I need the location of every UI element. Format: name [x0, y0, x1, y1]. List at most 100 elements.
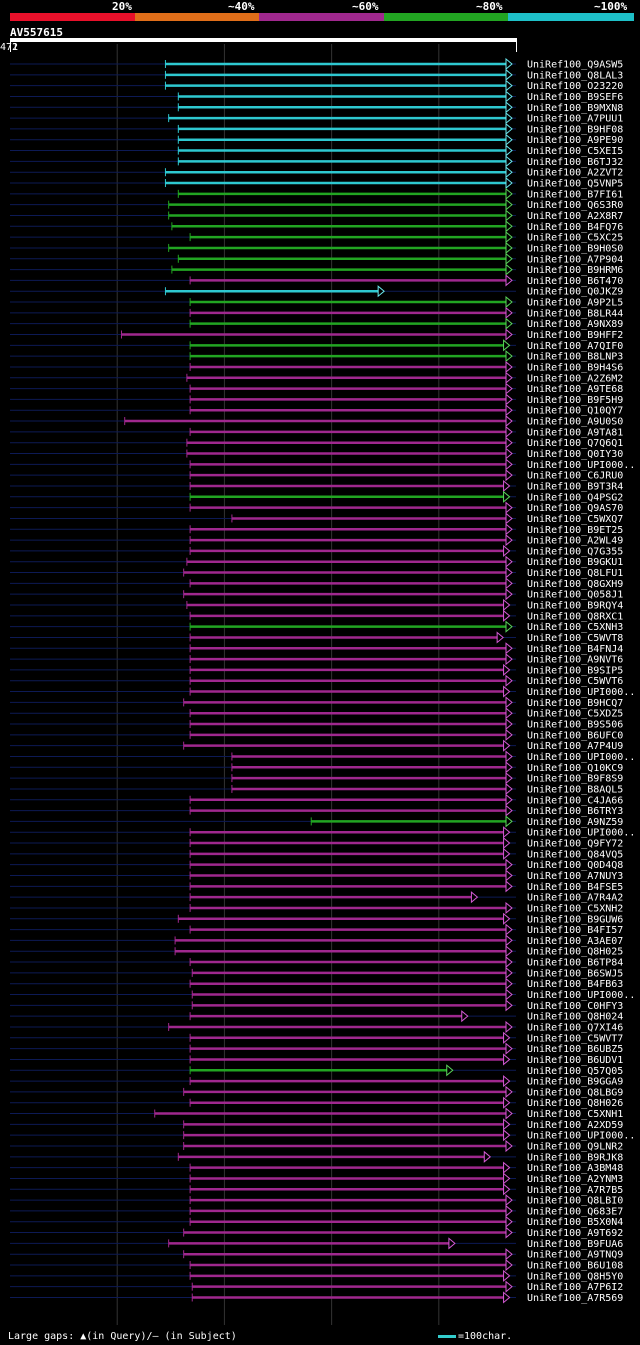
hit-label: UniRef100_UPI000..: [527, 990, 635, 1001]
hit-label: UniRef100_B5X0N4: [527, 1217, 623, 1228]
scale-legend: =100char.: [438, 1331, 512, 1342]
hit-arrow: [505, 1204, 513, 1217]
hit-arrow: [505, 945, 513, 958]
hit-arrow: [505, 988, 513, 1001]
hit-arrow: [503, 1031, 511, 1044]
hit-label: UniRef100_Q5VNP5: [527, 179, 623, 190]
hit-label: UniRef100_B9FUA6: [527, 1239, 623, 1250]
hit-arrow: [503, 1172, 511, 1185]
hit-label: UniRef100_A7PUU1: [527, 114, 623, 125]
hit-label: UniRef100_C5XNH3: [527, 622, 623, 633]
hit-arrow: [505, 728, 513, 741]
hit-label: UniRef100_A7R7B5: [527, 1185, 623, 1196]
hit-label: UniRef100_A7P6I2: [527, 1282, 623, 1293]
legend-label: ~60%: [352, 0, 379, 13]
hit-label: UniRef100_B9S506: [527, 720, 623, 731]
hit-arrow: [505, 901, 513, 915]
hit-arrow: [446, 1064, 454, 1077]
hit-label: UniRef100_C6JRU0: [527, 471, 623, 482]
hit-label: UniRef100_A9NX89: [527, 319, 623, 330]
hit-arrow: [505, 231, 513, 244]
hit-arrow: [505, 122, 513, 135]
hit-arrow: [505, 674, 513, 687]
hit-label: UniRef100_UPI000..: [527, 1131, 635, 1142]
hit-arrow: [483, 1150, 492, 1163]
hit-arrow: [505, 1042, 513, 1055]
hit-label: UniRef100_A2YNM3: [527, 1174, 623, 1185]
ruler-end-tick: [516, 42, 517, 52]
hit-label: UniRef100_B7FI61: [527, 189, 623, 200]
hit-arrow: [505, 252, 513, 265]
hit-arrow: [503, 663, 511, 676]
hit-label: UniRef100_B6SWJ5: [527, 968, 623, 979]
hit-label: UniRef100_B9RJK8: [527, 1152, 623, 1163]
hit-label: UniRef100_Q8H5Y0: [527, 1271, 623, 1282]
identity-legend: 20% ~40% ~60% ~80% ~100%: [0, 0, 640, 22]
hit-label: UniRef100_B9RQY4: [527, 601, 623, 612]
hit-label: UniRef100_A9TA81: [527, 427, 623, 438]
hit-label: UniRef100_A7QIF0: [527, 341, 623, 352]
hit-label: UniRef100_A2X8R7: [527, 211, 623, 222]
hit-label: UniRef100_C5XNH2: [527, 903, 623, 914]
hit-arrow: [505, 382, 513, 395]
hit-label: UniRef100_UPI000..: [527, 687, 635, 698]
hit-arrow: [505, 317, 513, 330]
hit-arrow: [505, 966, 513, 979]
hit-arrow: [505, 241, 513, 255]
hit-label: UniRef100_B6TP84: [527, 958, 623, 969]
hit-arrow: [503, 544, 511, 557]
hit-arrow: [505, 404, 513, 417]
hit-label: UniRef100_B9SEF6: [527, 92, 623, 103]
query-ruler: [10, 38, 517, 42]
hit-arrow: [505, 1085, 513, 1098]
hit-label: UniRef100_A2XD59: [527, 1120, 623, 1131]
hit-label: UniRef100_B4FB63: [527, 979, 623, 990]
hit-arrow: [496, 631, 504, 644]
hit-arrow: [505, 209, 513, 222]
hit-arrow: [505, 57, 513, 71]
hit-arrow: [505, 534, 513, 547]
hit-label: UniRef100_B9HCQ7: [527, 698, 623, 709]
hit-label: UniRef100_B8LR44: [527, 308, 623, 319]
hit-label: UniRef100_B4FNJ4: [527, 644, 623, 655]
hit-label: UniRef100_A9NZ59: [527, 817, 623, 828]
hit-label: UniRef100_B4FQ76: [527, 222, 623, 233]
hit-arrow: [461, 1010, 469, 1023]
ruler-start-tick: [10, 42, 11, 52]
hit-label: UniRef100_A9PE90: [527, 135, 623, 146]
hit-label: UniRef100_A7P904: [527, 254, 623, 265]
hit-label: UniRef100_B9HRM6: [527, 265, 623, 276]
hit-arrow: [505, 274, 513, 287]
legend-segment: [259, 13, 385, 21]
legend-segment: [10, 13, 136, 21]
hit-label: UniRef100_B9SIP5: [527, 665, 623, 676]
hit-arrow: [377, 285, 385, 298]
ruler-end-label: 472: [0, 42, 19, 53]
hit-label: UniRef100_Q8RXC1: [527, 611, 623, 622]
hit-arrow: [505, 144, 513, 157]
hit-label: UniRef100_B8AQL5: [527, 784, 623, 795]
hit-label: UniRef100_Q84VQ5: [527, 849, 623, 860]
hit-arrow: [503, 1291, 511, 1304]
hit-label: UniRef100_A9P2L5: [527, 298, 623, 309]
legend-label: ~80%: [476, 0, 503, 13]
legend-label: ~100%: [594, 0, 628, 13]
hit-arrow: [505, 306, 513, 319]
hit-arrow: [503, 1096, 511, 1109]
hit-label: UniRef100_Q4PSG2: [527, 492, 623, 503]
hit-label: UniRef100_B4FI57: [527, 925, 623, 936]
hit-arrow: [505, 79, 513, 92]
hit-arrow: [505, 295, 513, 309]
hit-arrow: [505, 577, 513, 590]
hit-arrow: [503, 912, 511, 925]
hit-label: UniRef100_A9NVT6: [527, 655, 623, 666]
hit-label: UniRef100_C5WXQ7: [527, 514, 623, 525]
hit-arrow: [505, 772, 513, 785]
hit-label: UniRef100_B9F8S9: [527, 774, 623, 785]
hit-arrow: [505, 1226, 513, 1239]
hit-arrow: [505, 815, 513, 828]
hit-label: UniRef100_Q8H025: [527, 947, 623, 958]
hit-label: UniRef100_B9GGA9: [527, 1077, 623, 1088]
hit-arrow: [503, 339, 511, 352]
